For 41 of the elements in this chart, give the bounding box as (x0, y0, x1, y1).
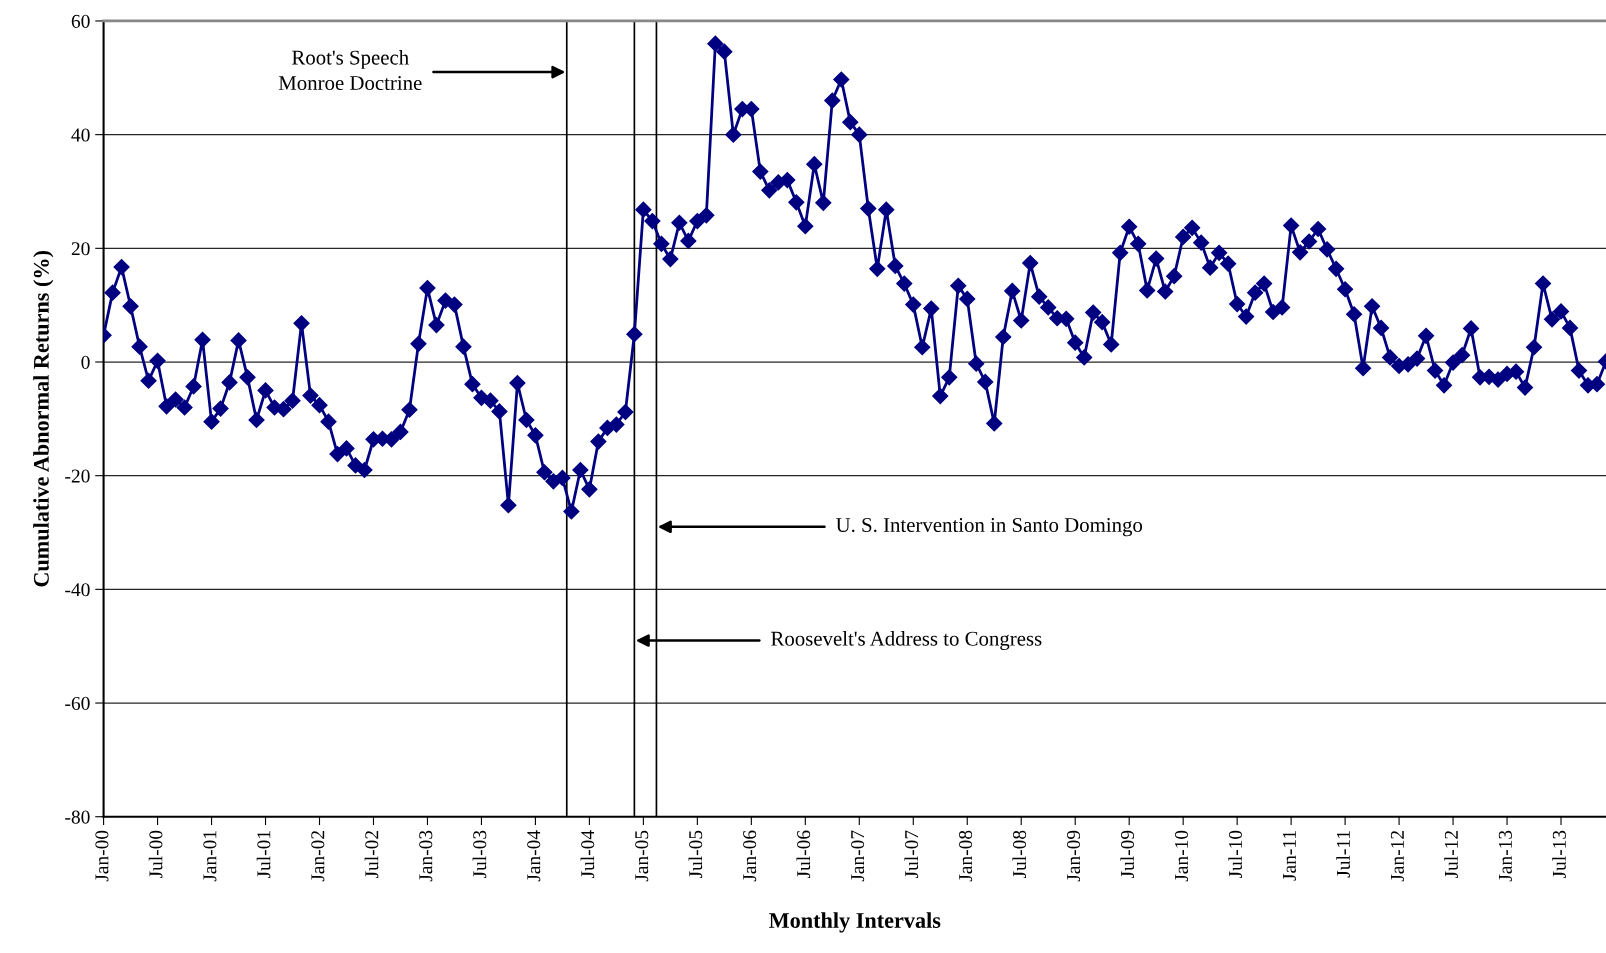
x-axis-title: Monthly Intervals (769, 912, 941, 933)
x-tick-label: Jul-10 (1228, 830, 1243, 879)
x-tick-label: Jan-07 (851, 830, 865, 882)
x-tick-label: Jul-11 (1336, 831, 1350, 878)
y-tick-label: -80 (65, 810, 90, 824)
x-tick-label: Jan-13 (1498, 830, 1512, 882)
y-tick-label: 60 (71, 14, 90, 28)
x-tick-label: Jul-01 (256, 831, 271, 879)
x-tick-label: Jul-12 (1444, 830, 1458, 879)
y-tick-label: 20 (71, 242, 90, 256)
y-tick-label: -40 (65, 583, 90, 597)
y-axis-title: Cumulative Abnormal Returns (%) (33, 250, 54, 587)
x-tick-label: Jan-04 (527, 830, 541, 882)
annotation: U. S. Intervention in Santo Domingo (836, 517, 1143, 537)
x-tick-label: Jan-11 (1282, 831, 1296, 881)
y-tick-label: 40 (71, 128, 90, 142)
x-tick-label: Jul-03 (472, 830, 487, 879)
x-tick-label: Jul-09 (1120, 830, 1135, 879)
annotation: Root's Speech Monroe Doctrine (278, 49, 422, 91)
x-tick-label: Jan-08 (958, 830, 973, 882)
x-tick-label: Jul-06 (796, 830, 811, 879)
x-tick-label: Jan-02 (311, 830, 325, 882)
x-tick-label: Jul-13 (1552, 830, 1566, 879)
x-tick-label: Jul-00 (148, 830, 163, 879)
x-tick-label: Jul-04 (580, 830, 595, 879)
x-tick-label: Jan-00 (95, 830, 109, 882)
x-tick-label: Jul-08 (1012, 830, 1027, 879)
x-tick-label: Jan-10 (1174, 830, 1189, 882)
annotation: Roosevelt's Address to Congress (771, 631, 1042, 650)
x-tick-label: Jul-02 (364, 830, 379, 879)
x-tick-label: Jan-12 (1390, 830, 1404, 882)
x-tick-label: Jan-03 (419, 830, 433, 882)
y-tick-label: 0 (81, 355, 90, 369)
x-tick-label: Jan-09 (1066, 830, 1081, 882)
x-tick-label: Jul-07 (904, 830, 919, 879)
x-tick-label: Jul-05 (688, 830, 703, 879)
x-tick-label: Jan-01 (203, 831, 217, 882)
x-tick-label: Jan-05 (635, 830, 649, 882)
x-tick-label: Jan-06 (743, 830, 757, 882)
y-tick-label: -20 (65, 469, 90, 483)
y-tick-label: -60 (65, 696, 90, 710)
